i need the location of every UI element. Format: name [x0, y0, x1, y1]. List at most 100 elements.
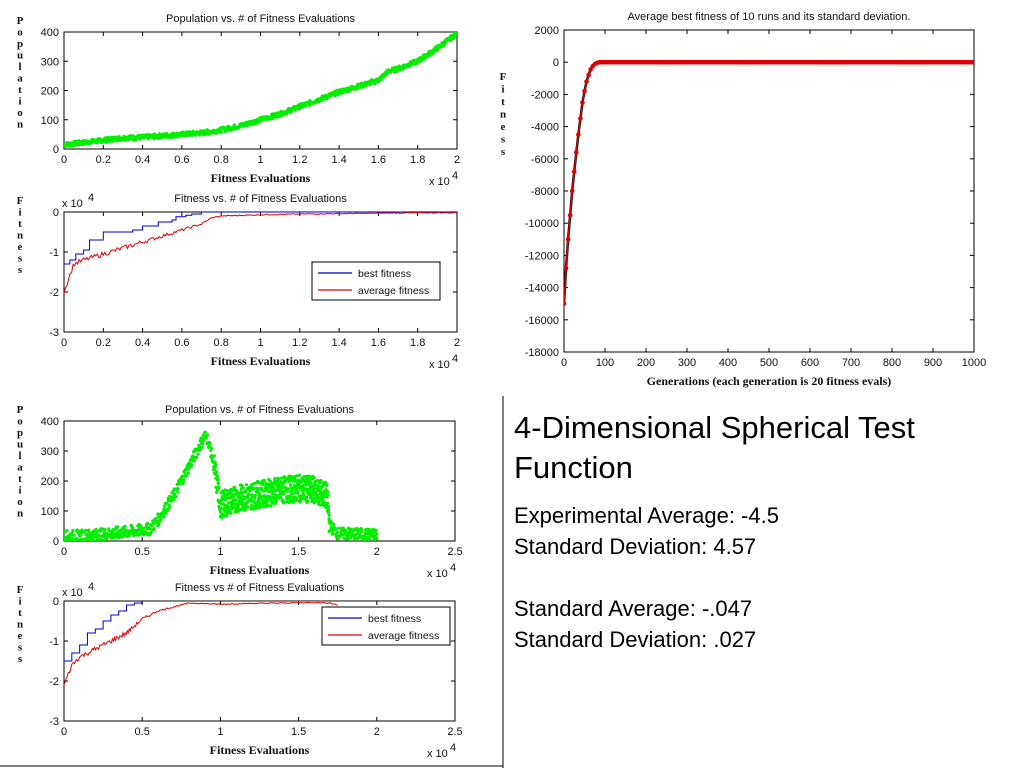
y-tick-label: 100: [41, 115, 59, 127]
data-point: [114, 527, 118, 531]
data-point: [186, 471, 190, 475]
data-point: [273, 476, 277, 481]
x-tick-label: 1: [257, 154, 263, 166]
data-point: [355, 527, 360, 531]
data-point: [212, 454, 217, 458]
data-point: [123, 524, 127, 528]
data-point: [281, 483, 285, 487]
data-point: [210, 457, 214, 461]
data-point: [116, 525, 120, 529]
x-exponent-power: 4: [452, 353, 458, 365]
legend-label: best fitness: [358, 268, 411, 280]
x-tick-label: 700: [842, 357, 860, 369]
x-axis-label: Fitness Evaluations: [210, 563, 310, 577]
data-point: [332, 522, 336, 527]
page-heading: 4-Dimensional Spherical Test Function: [514, 410, 915, 485]
x-tick-label: 0: [61, 337, 67, 349]
data-point: [208, 441, 212, 446]
x-tick-label: 0.5: [135, 726, 150, 738]
data-point: [229, 511, 233, 515]
x-tick-label: 0.4: [135, 337, 150, 349]
plot-frame: [63, 420, 456, 542]
data-point: [374, 528, 378, 533]
data-point: [139, 524, 143, 528]
x-axis-label: Fitness Evaluations: [211, 354, 311, 368]
data-point: [320, 497, 325, 501]
data-point: [196, 452, 200, 456]
data-point: [203, 430, 208, 434]
data-point: [580, 100, 585, 105]
data-point: [363, 534, 367, 538]
data-point: [168, 505, 172, 509]
data-point: [148, 527, 152, 531]
data-point: [271, 483, 275, 487]
data-point: [131, 134, 135, 138]
chart-fit1: Fitness vs. # of Fitness Evaluations 0 0.2…: [17, 192, 460, 371]
data-point: [72, 533, 76, 537]
x-exponent-power: 4: [450, 742, 456, 754]
y-tick-label: 200: [41, 476, 59, 488]
data-point: [75, 536, 79, 541]
data-point: [971, 59, 974, 65]
data-point: [78, 534, 82, 538]
data-point: [87, 530, 91, 535]
data-point: [314, 499, 319, 503]
data-point: [232, 495, 236, 499]
x-tick-label: 0.4: [135, 154, 150, 166]
x-tick-label: 0.2: [96, 154, 111, 166]
data-point: [183, 471, 187, 475]
chart-pop2: Population vs. # of Fitness Evaluations 0…: [17, 404, 463, 580]
data-point: [334, 527, 338, 531]
data-point: [240, 483, 244, 487]
data-point: [319, 478, 323, 483]
data-point: [65, 528, 69, 533]
data-point: [375, 532, 379, 536]
data-point: [171, 498, 176, 502]
data-point: [262, 478, 266, 482]
data-point: [295, 488, 299, 492]
x-tick-label: 0.2: [96, 337, 111, 349]
y-tick-label: -4000: [531, 122, 559, 134]
data-point: [343, 528, 348, 532]
x-axis-label: Fitness Evaluations: [211, 171, 311, 185]
data-point: [244, 489, 248, 494]
x-tick-label: 1.6: [371, 154, 386, 166]
data-point: [118, 535, 122, 539]
data-point: [268, 479, 272, 483]
data-point: [297, 473, 301, 477]
y-tick-label: -14000: [525, 283, 559, 295]
plot-area: [64, 212, 457, 294]
data-point: [156, 522, 161, 527]
data-point: [290, 490, 294, 494]
data-point: [341, 526, 345, 530]
data-point: [326, 501, 330, 505]
plot-area: [64, 430, 379, 541]
data-point: [209, 446, 214, 451]
x-tick-label: 1.4: [331, 154, 346, 166]
x-tick-label: 0: [61, 546, 67, 558]
data-point: [69, 536, 74, 540]
data-point: [113, 135, 118, 139]
data-point: [162, 515, 166, 519]
data-point: [213, 460, 217, 464]
chart-title: Population vs. # of Fitness Evaluations: [165, 404, 354, 416]
x-tick-label: 0: [561, 357, 567, 369]
x-tick-label: 0.8: [214, 154, 229, 166]
data-point: [288, 478, 293, 483]
data-point: [182, 478, 186, 482]
data-point: [360, 528, 364, 532]
legend: best fitness average fitness: [311, 261, 441, 301]
data-point: [218, 506, 222, 510]
data-point: [451, 36, 455, 41]
x-tick-label: 1.2: [292, 154, 307, 166]
data-point: [582, 88, 587, 94]
x-exponent-power: 4: [452, 170, 458, 182]
data-point: [224, 514, 228, 518]
data-point: [288, 494, 292, 498]
x-tick-label: 2: [454, 337, 460, 349]
chart-title: Fitness vs. # of Fitness Evaluations: [174, 193, 347, 205]
y-tick-label: -8000: [531, 186, 559, 198]
x-tick-label: 1.5: [291, 546, 306, 558]
data-point: [245, 500, 249, 504]
